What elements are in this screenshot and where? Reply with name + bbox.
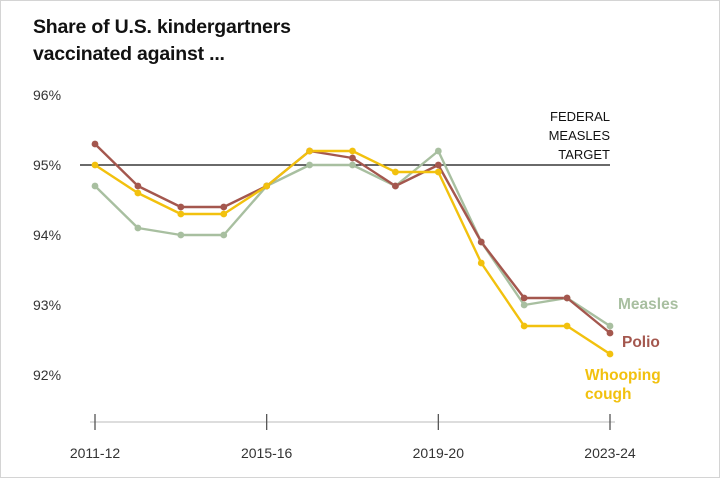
measles-point <box>220 231 228 239</box>
series-lines <box>94 143 611 356</box>
polio-label: Polio <box>622 334 660 351</box>
measles-point <box>177 231 185 239</box>
x-tick-label: 2015-16 <box>241 445 293 461</box>
measles-label: Measles <box>618 296 678 313</box>
whooping-cough-point <box>520 322 528 330</box>
polio-point <box>477 238 485 246</box>
polio-point <box>91 140 99 148</box>
whooping-cough-line <box>94 149 611 356</box>
polio-point <box>520 294 528 302</box>
measles-point <box>134 224 142 232</box>
whooping-cough-point <box>563 322 571 330</box>
whooping-cough-point <box>306 147 313 155</box>
series-labels: Measles Polio Whooping cough <box>585 296 678 403</box>
measles-point <box>434 147 442 155</box>
chart-title-line-1: Share of U.S. kindergartners <box>33 16 291 38</box>
polio-point <box>134 182 142 190</box>
x-tick-label: 2019-20 <box>413 445 465 461</box>
chart-title-line-2: vaccinated against ... <box>33 43 225 65</box>
whooping-cough-point <box>392 168 399 176</box>
whooping-cough-point <box>134 189 142 197</box>
whooping-cough-point <box>177 210 185 218</box>
measles-point <box>306 161 313 169</box>
whooping-cough-point <box>220 210 228 218</box>
polio-point <box>606 329 614 337</box>
whooping-cough-point <box>91 161 99 169</box>
federal-target-label: MEASLES <box>549 128 611 143</box>
polio-point <box>392 182 399 190</box>
chart-title: Share of U.S. kindergartners vaccinated … <box>33 14 291 68</box>
whooping-cough-point <box>349 147 356 155</box>
series-points <box>91 140 614 358</box>
polio-point <box>220 203 228 211</box>
x-axis: 2011-12 2015-16 2019-20 2023-24 <box>70 414 636 461</box>
y-tick-label: 94% <box>33 227 61 243</box>
whooping-cough-label: Whooping <box>585 367 661 384</box>
whooping-cough-label: cough <box>585 386 632 403</box>
whooping-cough-point <box>434 168 442 176</box>
y-axis-labels: 92% 93% 94% 95% 96% <box>33 87 61 383</box>
polio-point <box>349 154 356 162</box>
polio-point <box>563 294 571 302</box>
federal-target-label: TARGET <box>558 147 610 162</box>
measles-line <box>94 149 611 328</box>
x-tick-label: 2023-24 <box>584 445 636 461</box>
x-tick-label: 2011-12 <box>70 445 121 461</box>
measles-point <box>91 182 99 190</box>
whooping-cough-point <box>606 350 614 358</box>
y-tick-label: 96% <box>33 87 61 103</box>
measles-point <box>520 301 528 309</box>
whooping-cough-point <box>477 259 485 267</box>
y-tick-label: 93% <box>33 297 61 313</box>
measles-point <box>349 161 356 169</box>
y-tick-label: 95% <box>33 157 61 173</box>
y-tick-label: 92% <box>33 367 61 383</box>
measles-point <box>606 322 614 330</box>
federal-target-label: FEDERAL <box>550 109 610 124</box>
polio-point <box>177 203 185 211</box>
polio-point <box>434 161 442 169</box>
whooping-cough-point <box>263 182 271 190</box>
